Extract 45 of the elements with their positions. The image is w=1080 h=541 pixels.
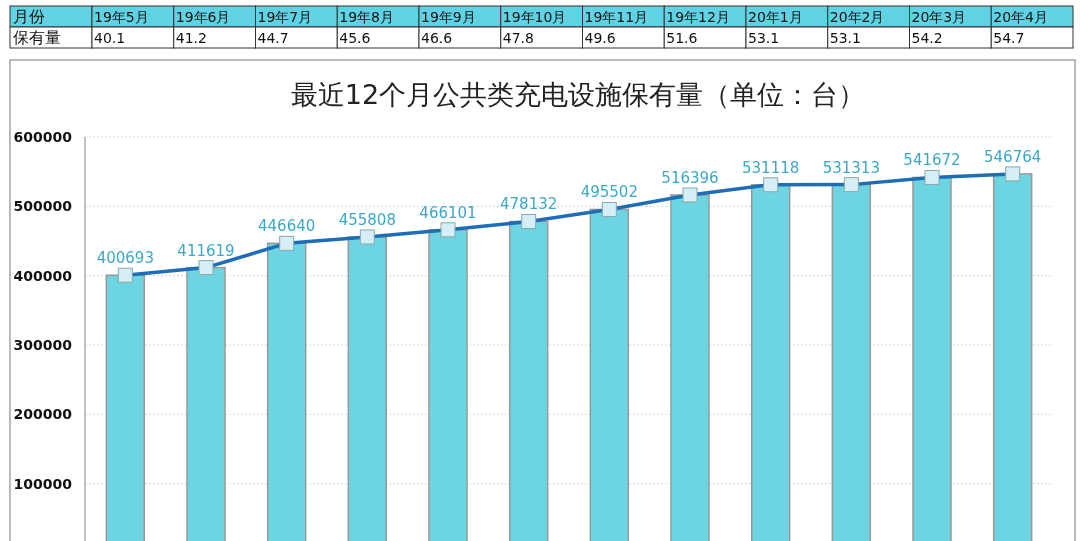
category-label: 19年9月 xyxy=(421,9,476,25)
y-tick-label: 600000 xyxy=(13,129,73,145)
category-label: 19年7月 xyxy=(257,9,313,25)
data-label: 53.1 xyxy=(748,30,780,46)
data-label: 54.7 xyxy=(993,30,1025,46)
data-label: 51.6 xyxy=(666,30,698,46)
data-label: 466101 xyxy=(419,203,477,222)
data-label: 411619 xyxy=(177,241,235,260)
y-tick-label: 400000 xyxy=(13,267,73,284)
category-label: 20年4月 xyxy=(993,9,1048,25)
y-tick-label: 500000 xyxy=(13,198,73,215)
data-label: 44.7 xyxy=(257,30,289,46)
y-tick-label: 200000 xyxy=(13,406,73,423)
category-label: 19年5月 xyxy=(94,9,149,25)
category-label: 20年2月 xyxy=(829,9,885,25)
data-label: 446640 xyxy=(258,217,316,236)
data-label: 541672 xyxy=(903,151,961,170)
category-label: 19年10月 xyxy=(502,9,567,25)
data-label: 546764 xyxy=(984,147,1042,166)
data-label: 531313 xyxy=(822,158,880,177)
text: 月份 xyxy=(13,7,45,26)
text: 保有量 xyxy=(13,28,61,47)
data-label: 455808 xyxy=(338,210,396,229)
category-label: 19年6月 xyxy=(175,9,231,25)
data-label: 531118 xyxy=(742,158,800,177)
category-label: 20年3月 xyxy=(911,9,967,25)
category-label: 20年1月 xyxy=(748,9,803,25)
data-label: 495502 xyxy=(580,183,638,202)
category-label: 19年8月 xyxy=(339,9,394,25)
data-label: 54.2 xyxy=(911,30,943,46)
y-tick-label: 100000 xyxy=(13,475,73,492)
data-label: 53.1 xyxy=(829,30,861,46)
data-label: 45.6 xyxy=(339,30,371,46)
data-label: 47.8 xyxy=(502,30,534,46)
data-label: 478132 xyxy=(500,195,558,214)
data-label: 40.1 xyxy=(94,30,126,46)
chart-title: 最近12个月公共类充电设施保有量（单位：台） xyxy=(290,79,866,110)
data-label: 41.2 xyxy=(175,30,207,46)
data-label: 516396 xyxy=(661,168,719,187)
data-label: 400693 xyxy=(96,249,154,268)
data-label: 49.6 xyxy=(584,30,616,46)
data-label: 46.6 xyxy=(421,30,453,46)
y-tick-label: 300000 xyxy=(13,337,73,353)
category-label: 19年11月 xyxy=(584,9,649,25)
category-label: 19年12月 xyxy=(666,9,730,25)
